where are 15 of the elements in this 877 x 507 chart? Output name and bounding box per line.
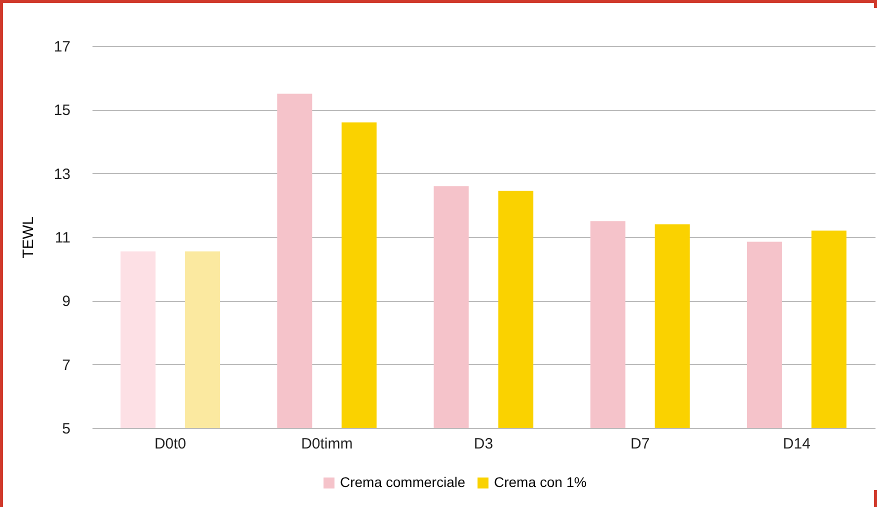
legend-label: Crema commerciale (340, 474, 466, 490)
y-axis-title: TEWL (20, 216, 37, 258)
y-tick-label: 15 (54, 102, 70, 120)
x-tick-label: D7 (630, 436, 650, 452)
y-tick-label: 7 (62, 356, 70, 374)
x-tick-label: D14 (782, 436, 810, 452)
x-tick-label: D0timm (301, 436, 353, 452)
y-tick-label: 13 (54, 166, 70, 183)
y-tick-label: 9 (62, 293, 70, 310)
y-tick-label: 5 (62, 420, 70, 438)
x-tick-label: D3 (474, 436, 494, 452)
y-tick-label: 17 (54, 38, 70, 56)
x-tick-label: D0t0 (154, 436, 186, 452)
y-tick-label: 11 (54, 230, 70, 246)
legend-label: Crema con 1% (494, 474, 587, 490)
